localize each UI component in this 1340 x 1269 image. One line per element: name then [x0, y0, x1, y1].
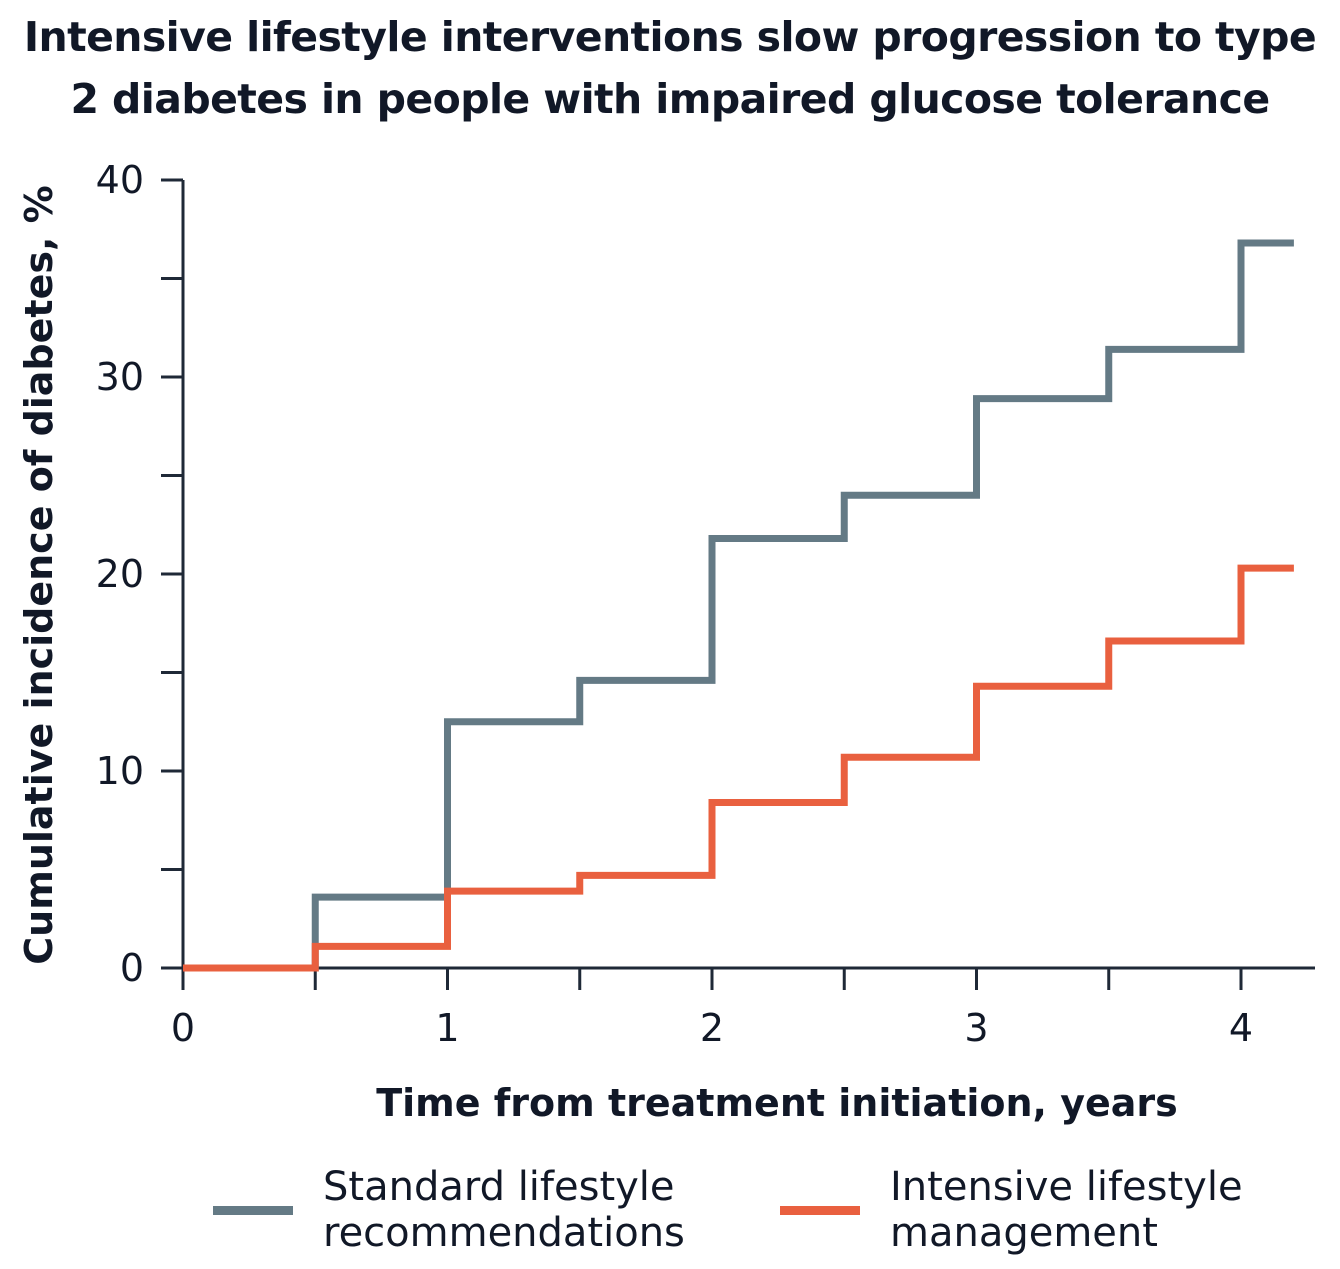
x-tick-label: 1 — [435, 1006, 459, 1050]
axes: 0 10 20 30 40 0 1 2 3 4 — [96, 158, 1315, 1050]
legend-swatch-standard — [213, 1205, 293, 1215]
legend-label-standard: Standard lifestyle recommendations — [323, 1164, 685, 1256]
legend-label-standard-line-2: recommendations — [323, 1210, 685, 1256]
y-tick-label: 0 — [120, 946, 144, 990]
legend-item-intensive: Intensive lifestyle management — [780, 1164, 1243, 1256]
y-tick-label: 40 — [96, 158, 144, 202]
x-tick-label: 3 — [964, 1006, 988, 1050]
series-line-standard — [183, 239, 1294, 972]
legend-item-standard: Standard lifestyle recommendations — [213, 1164, 685, 1256]
legend-label-intensive-line-2: management — [890, 1210, 1158, 1256]
chart-plot: 0 10 20 30 40 0 1 2 3 4 Cumulative incidence of d… — [17, 158, 1315, 1125]
x-tick-label: 0 — [171, 1006, 195, 1050]
x-tick-label: 4 — [1229, 1006, 1253, 1050]
legend-label-intensive-line-1: Intensive lifestyle — [890, 1164, 1243, 1210]
y-tick-label: 20 — [96, 552, 144, 596]
x-axis-title: Time from treatment initiation, years — [376, 1081, 1178, 1125]
series-line-intensive — [183, 564, 1294, 972]
y-axis-title: Cumulative incidence of diabetes, % — [17, 185, 61, 964]
y-tick-label: 30 — [96, 355, 144, 399]
x-tick-label: 2 — [700, 1006, 724, 1050]
chart-title-line-2: 2 diabetes in people with impaired gluco… — [70, 75, 1270, 123]
legend-label-standard-line-1: Standard lifestyle — [323, 1164, 675, 1210]
series-layer — [183, 239, 1294, 972]
chart-title: Intensive lifestyle interventions slow p… — [0, 6, 1340, 130]
legend-label-intensive: Intensive lifestyle management — [890, 1164, 1243, 1256]
chart-title-line-1: Intensive lifestyle interventions slow p… — [23, 13, 1317, 61]
y-tick-label: 10 — [96, 749, 144, 793]
legend-swatch-intensive — [780, 1205, 860, 1215]
